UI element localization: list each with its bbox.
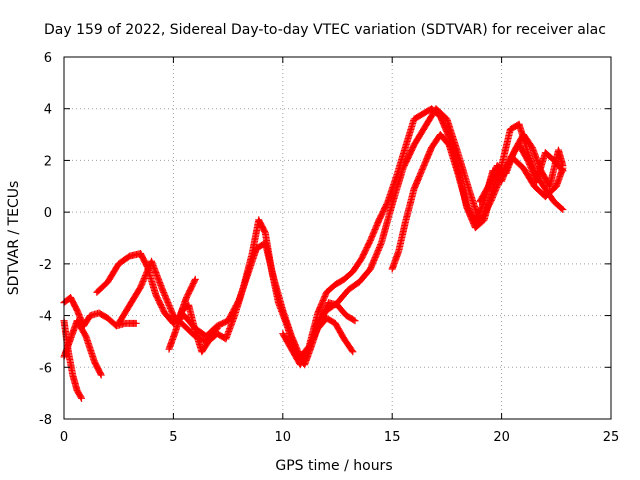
series-track-d (93, 250, 199, 327)
series-track-g (169, 239, 357, 361)
data-point (558, 205, 566, 213)
data-point (350, 316, 358, 324)
x-tick-label: 25 (603, 430, 620, 445)
data-point (132, 319, 140, 327)
gridlines (64, 57, 611, 419)
data-point (348, 346, 356, 354)
x-axis-label: GPS time / hours (275, 458, 392, 474)
axis-ticks (63, 56, 612, 420)
x-tick-label: 0 (60, 430, 68, 445)
y-tick-label: -8 (39, 413, 52, 428)
data-point (559, 206, 567, 214)
y-tick-label: -4 (39, 310, 52, 325)
tick-labels: 0 5 10 15 20 25 -8 -6 -4 -2 0 2 4 6 (39, 51, 619, 445)
series-track-k (476, 131, 567, 206)
plot-frame (63, 56, 612, 420)
x-tick-label: 5 (169, 430, 177, 445)
y-tick-label: -6 (39, 361, 52, 376)
data-point (97, 371, 105, 379)
series-track-h (279, 105, 567, 369)
data-point (77, 393, 85, 401)
y-tick-label: 6 (44, 51, 52, 66)
y-axis-label: SDTVAR / TECUs (6, 181, 22, 296)
x-tick-label: 20 (493, 430, 510, 445)
data-point (191, 277, 199, 285)
x-tick-label: 15 (384, 430, 401, 445)
chart-title: Day 159 of 2022, Sidereal Day-to-day VTE… (44, 22, 606, 38)
data-point (559, 162, 567, 170)
y-tick-label: 0 (44, 206, 52, 221)
data-point (349, 348, 357, 356)
data-point (97, 370, 105, 378)
x-tick-label: 10 (275, 430, 292, 445)
data-point (78, 394, 86, 402)
data-point (351, 317, 359, 325)
data-points (60, 105, 567, 402)
series-track-c (60, 293, 140, 330)
y-tick-label: -2 (39, 258, 52, 273)
y-tick-label: 2 (44, 154, 52, 169)
y-tick-label: 4 (44, 103, 52, 118)
series-track-e (115, 257, 221, 345)
data-point (191, 275, 199, 283)
